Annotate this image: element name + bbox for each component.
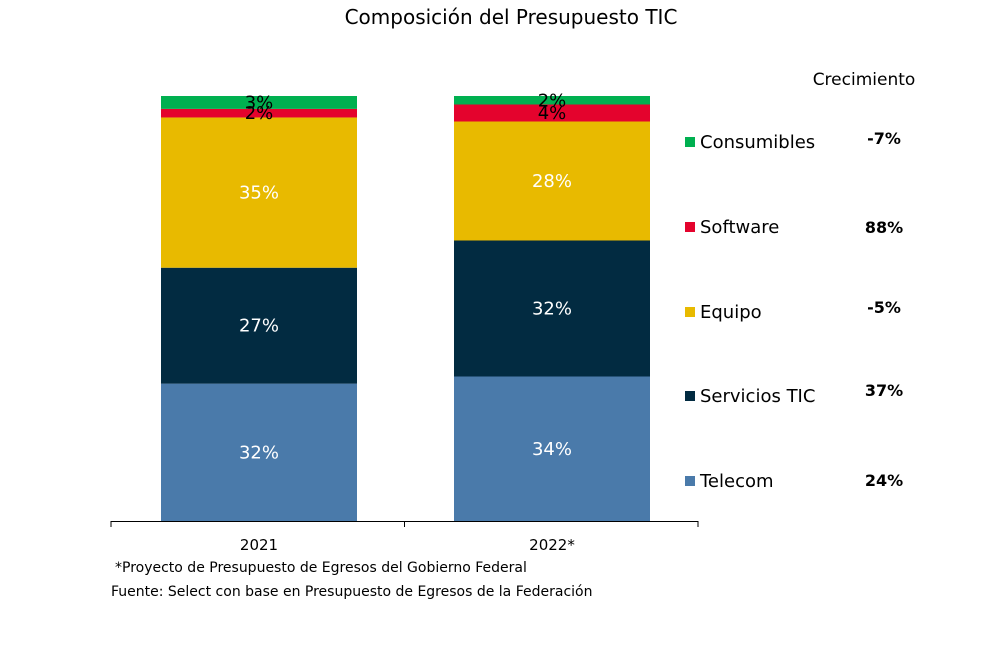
bar-consumibles-2021 [161,96,357,109]
x-axis: 2021 2022* [110,521,699,554]
legend-label-consumibles: Consumibles [700,132,815,153]
growth-value-consumibles: -7% [867,129,901,148]
bar-telecom-2021 [161,383,357,521]
growth-value-servicios-tic: 37% [865,381,903,400]
legend-swatch-equipo [685,307,695,317]
legend-swatch-servicios-tic [685,391,695,401]
legend: Consumibles Software Equipo Servicios TIC Te… [685,132,815,492]
data-label-equipo-2021: 35% [239,183,279,204]
footnote-source: Fuente: Select con base en Presupuesto d… [111,584,593,600]
data-label-consumibles-2021: 3% [245,92,274,113]
growth-value-software: 88% [865,218,903,237]
data-label-equipo-2022: 28% [532,171,572,192]
bar-software-2022 [454,104,650,122]
bar-equipo-2022 [454,121,650,241]
bar-servicios-tic-2021 [161,267,357,384]
data-label-servicios-tic-2021: 27% [239,316,279,337]
bar-software-2021 [161,108,357,118]
legend-label-servicios-tic: Servicios TIC [700,386,815,407]
data-label-software-2022: 4% [538,103,567,124]
bar-telecom-2022 [454,376,650,521]
bars-layer: 32%27%35%2%3%34%32%28%4%2% [161,90,650,521]
growth-value-equipo: -5% [867,298,901,317]
data-label-servicios-tic-2022: 32% [532,299,572,320]
legend-swatch-consumibles [685,137,695,147]
bar-equipo-2021 [161,117,357,268]
legend-label-software: Software [700,217,779,238]
data-label-consumibles-2022: 2% [538,90,567,111]
footnote-project: *Proyecto de Presupuesto de Egresos del … [115,560,527,576]
legend-label-equipo: Equipo [700,302,762,323]
data-label-telecom-2022: 34% [532,439,572,460]
growth-header: Crecimiento [813,70,916,90]
legend-swatch-telecom [685,476,695,486]
data-label-software-2021: 2% [245,103,274,124]
growth-column: -7% 88% -5% 37% 24% [865,129,903,490]
bar-consumibles-2022 [454,96,650,105]
growth-value-telecom: 24% [865,471,903,490]
x-tick-label-2021: 2021 [240,536,278,554]
data-label-telecom-2021: 32% [239,442,279,463]
legend-label-telecom: Telecom [699,471,774,492]
bar-servicios-tic-2022 [454,240,650,377]
x-tick-label-2022: 2022* [529,536,575,554]
legend-swatch-software [685,222,695,232]
chart-title: Composición del Presupuesto TIC [345,5,678,29]
